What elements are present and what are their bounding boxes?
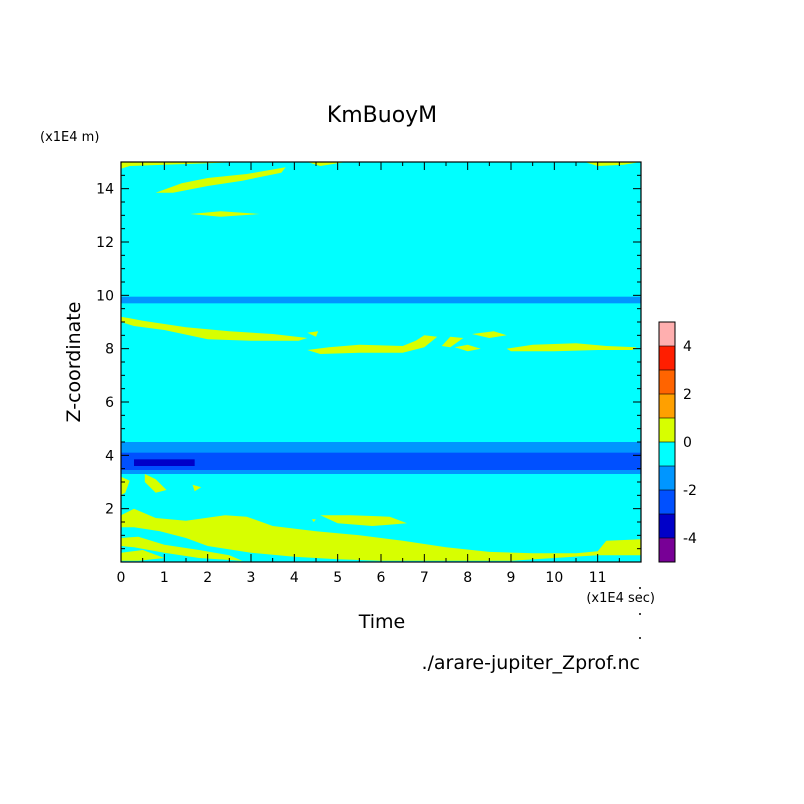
colorbar-swatch	[659, 514, 675, 538]
contour-region	[192, 484, 202, 492]
colorbar: 4 2 0 -2 -4	[658, 321, 697, 563]
contour-region	[190, 211, 260, 217]
x-tick-label: 11	[589, 570, 607, 586]
colorbar-swatch	[659, 466, 675, 490]
x-tick-label: 4	[290, 570, 299, 586]
x-axis-title: Time	[358, 611, 406, 633]
x-tick-label: 2	[203, 570, 212, 586]
colorbar-swatch	[659, 418, 675, 442]
contour-region	[307, 331, 319, 337]
colorbar-tick-label: -2	[683, 483, 697, 499]
y-axis-title: Z-coordinate	[63, 302, 85, 423]
y-tick-label: 6	[105, 395, 114, 411]
x-tick-label: 0	[117, 570, 126, 586]
colorbar-tick-label: 0	[683, 435, 692, 451]
x-tick-label: 6	[377, 570, 386, 586]
colorbar-tick-label: 4	[683, 339, 692, 355]
colorbar-swatch	[659, 322, 675, 346]
contour-region	[144, 474, 167, 493]
x-tick-label: 1	[160, 570, 169, 586]
y-tick-label: 2	[105, 502, 114, 518]
contour-region	[121, 550, 165, 561]
x-tick-label: 7	[420, 570, 429, 586]
x-tick-label: 8	[463, 570, 472, 586]
y-tick-label: 10	[96, 288, 114, 304]
contour-region	[311, 519, 316, 522]
contour-field	[121, 162, 641, 562]
x-tick-label: 5	[333, 570, 342, 586]
contour-region	[454, 344, 481, 352]
contour-region	[320, 515, 407, 526]
x-tick-label: 10	[545, 570, 563, 586]
source-filename: ./arare-jupiter_Zprof.nc	[421, 652, 640, 674]
colorbar-swatch	[659, 538, 675, 562]
x-tick-label: 9	[507, 570, 516, 586]
colorbar-tick-label: 2	[683, 387, 692, 403]
y-tick-label: 14	[96, 182, 114, 198]
colorbar-swatch	[659, 394, 675, 418]
contour-region	[155, 167, 286, 193]
contour-region	[307, 162, 347, 166]
y-tick-label: 4	[105, 448, 114, 464]
contour-band	[121, 296, 641, 304]
stray-dots	[639, 587, 641, 639]
contour-background	[121, 162, 641, 562]
colorbar-swatch	[659, 346, 675, 370]
contour-band	[134, 459, 195, 466]
y-unit-label: (x1E4 m)	[40, 130, 99, 145]
contour-region	[121, 162, 243, 169]
y-tick-label: 12	[96, 235, 114, 251]
contour-region	[121, 476, 130, 496]
colorbar-swatch	[659, 490, 675, 514]
contour-region	[441, 336, 464, 348]
contour-region	[506, 343, 637, 352]
contour-region	[121, 508, 641, 561]
contour-region	[307, 335, 438, 354]
contour-region	[121, 536, 243, 561]
y-tick-label: 8	[105, 342, 114, 358]
x-tick-label: 3	[247, 570, 256, 586]
contour-band	[121, 452, 641, 470]
contour-region	[472, 331, 507, 338]
contour-region	[121, 316, 308, 341]
x-unit-label: (x1E4 sec)	[586, 591, 655, 606]
colorbar-swatch	[659, 442, 675, 466]
colorbar-swatch	[659, 370, 675, 394]
contour-region	[584, 162, 641, 166]
chart-title: KmBuoyM	[327, 103, 437, 128]
colorbar-tick-label: -4	[683, 531, 697, 547]
